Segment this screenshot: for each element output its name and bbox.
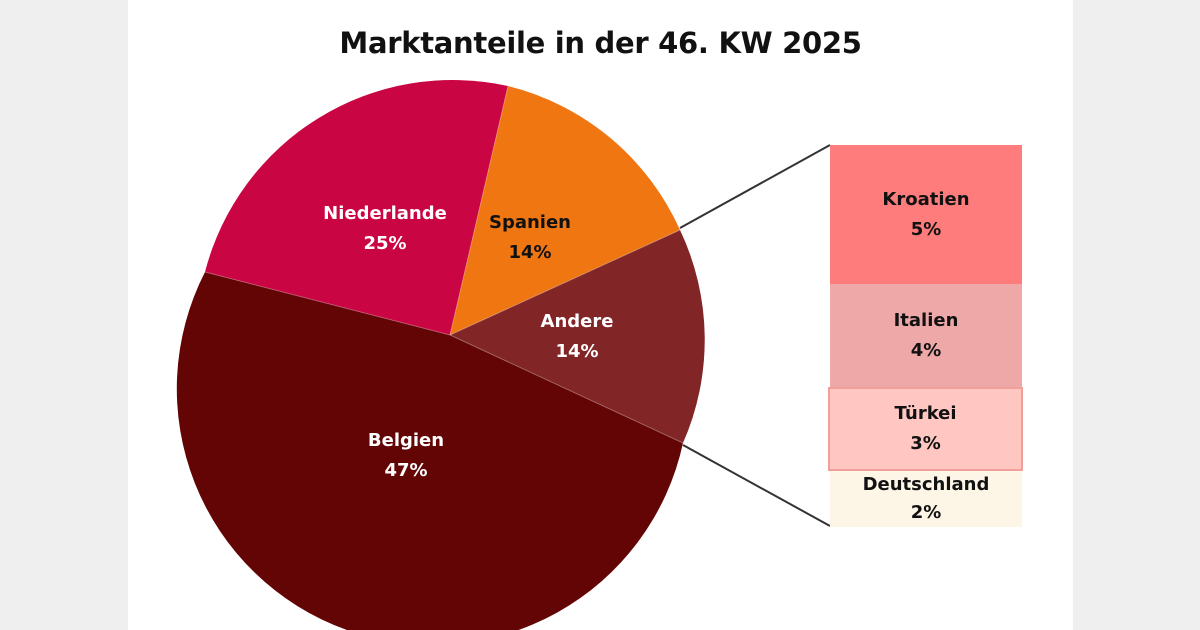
slice-andere (450, 230, 705, 443)
breakdown-tuerkei: Türkei 3% (828, 387, 1023, 471)
label-belgien-value: 47% (384, 460, 428, 481)
breakdown-kroatien: Kroatien 5% (830, 145, 1022, 284)
label-niederlande-name: Niederlande (323, 203, 447, 224)
breakdown-italien: Italien 4% (830, 284, 1022, 387)
breakdown-deutschland-name: Deutschland (862, 474, 990, 495)
slice-separators (204, 85, 684, 444)
label-spanien-name: Spanien (488, 212, 572, 233)
breakdown-italien-name: Italien (893, 309, 959, 331)
slice-niederlande (205, 79, 508, 335)
breakdown-kroatien-name: Kroatien (882, 188, 970, 210)
label-andere: Andere 14% (541, 307, 614, 367)
slice-spanien (450, 86, 680, 335)
chart-title: Marktanteile in der 46. KW 2025 (339, 26, 862, 60)
label-niederlande: Niederlande 25% (323, 199, 447, 259)
connector-line-top (679, 144, 831, 229)
label-niederlande-value: 25% (363, 233, 407, 254)
breakdown-deutschland-value: 2% (910, 502, 942, 523)
label-spanien-value: 14% (508, 242, 552, 263)
slice-belgien (176, 272, 683, 630)
label-spanien: Spanien 14% (489, 208, 571, 268)
label-andere-value: 14% (555, 341, 599, 362)
label-belgien: Belgien 47% (368, 426, 444, 486)
breakdown-tuerkei-name: Türkei (894, 403, 957, 424)
breakdown-kroatien-value: 5% (910, 218, 942, 240)
label-andere-name: Andere (540, 311, 614, 332)
breakdown-tuerkei-value: 3% (910, 433, 941, 454)
label-belgien-name: Belgien (367, 430, 445, 451)
breakdown-italien-value: 4% (910, 339, 942, 361)
connector-line-bottom (682, 444, 831, 527)
breakdown-deutschland: Deutschland 2% (830, 471, 1022, 527)
